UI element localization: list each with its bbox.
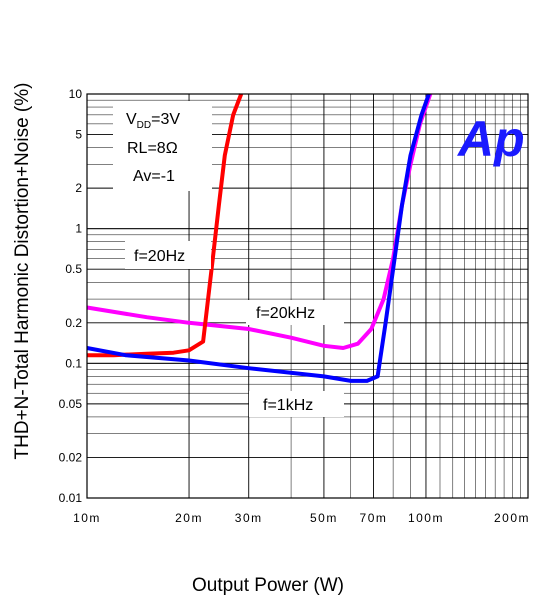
label-f1khz-text: f=1kHz [263,397,313,414]
y-tick-label: 0.01 [59,491,83,505]
rl-label: RL=8Ω [127,140,178,157]
label-f1khz: f=1kHz [249,391,344,417]
label-f20hz-text: f=20Hz [134,248,185,265]
y-tick-label: 5 [75,128,82,142]
vdd-label: VDD=3V [126,111,180,131]
y-tick-labels: 10 5 2 1 0.5 0.2 0.1 0.05 0.02 0.01 [59,87,83,505]
y-tick-label: 10 [69,87,83,101]
label-f20khz: f=20kHz [246,300,344,325]
series-line-f1khz [86,93,431,383]
y-tick-label: 0.1 [65,356,82,370]
x-tick-label: 200m [494,511,530,525]
y-tick-label: 1 [75,222,82,236]
x-tick-label: 50m [310,511,338,525]
x-tick-label: 30m [235,511,263,525]
x-tick-labels: 10m 20m 30m 50m 70m 100m 200m [73,511,530,525]
y-tick-label: 0.5 [65,262,82,276]
conditions-box: VDD=3V RL=8Ω Av=-1 [113,101,212,191]
label-f20hz: f=20Hz [125,241,211,269]
ap-logo: Ap [456,111,525,167]
label-f20khz-text: f=20kHz [256,305,315,322]
x-tick-label: 10m [73,511,101,525]
series-layer [86,93,433,383]
y-tick-label: 2 [75,181,82,195]
x-tick-label: 100m [408,511,444,525]
x-axis-title: Output Power (W) [192,575,344,596]
x-tick-label: 20m [175,511,203,525]
y-tick-label: 0.05 [59,397,83,411]
y-axis-title: THD+N-Total Harmonic Distortion+Noise (%… [12,83,33,460]
av-label: Av=-1 [133,168,175,185]
x-tick-label: 70m [360,511,388,525]
y-tick-label: 0.02 [59,450,83,464]
plot-frame [86,93,529,499]
y-tick-label: 0.2 [65,316,82,330]
